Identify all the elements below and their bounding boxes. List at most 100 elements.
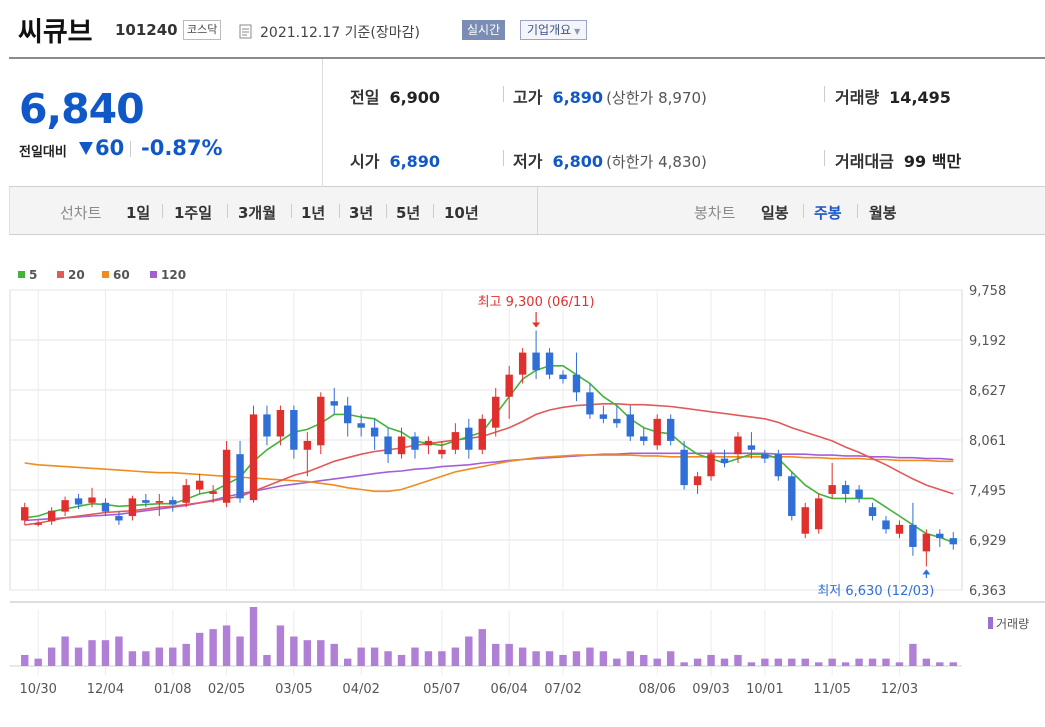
candle-body bbox=[61, 500, 69, 512]
volume-bar bbox=[343, 658, 352, 666]
volume-bar bbox=[841, 662, 850, 666]
x-tick-label: 02/05 bbox=[208, 682, 245, 697]
candle-body bbox=[720, 458, 729, 464]
volume-bar bbox=[451, 647, 460, 666]
x-tick-label: 06/04 bbox=[490, 682, 527, 697]
volume-bar bbox=[290, 636, 298, 666]
company-overview-dropdown[interactable]: 기업개요 ▼ bbox=[520, 20, 588, 40]
quote-panel: 6,840 전일대비 60 -0.87% 전일 6,900 고가 6,890 (상한가… bbox=[9, 57, 1045, 187]
candle-body bbox=[680, 449, 688, 486]
x-tick-label: 03/05 bbox=[275, 682, 312, 697]
volume-bar bbox=[101, 640, 110, 666]
prev-close: 전일 6,900 bbox=[350, 84, 440, 108]
period-1d[interactable]: 1일 bbox=[126, 204, 151, 222]
volume-bar bbox=[492, 643, 500, 666]
amount-label: 거래대금 bbox=[835, 152, 894, 171]
candle-body bbox=[47, 510, 56, 522]
volume-bar bbox=[895, 662, 904, 666]
legend-swatch bbox=[18, 271, 25, 278]
calendar-icon bbox=[239, 24, 252, 39]
candle-body bbox=[317, 396, 325, 446]
candle-body bbox=[505, 374, 513, 397]
volume-bar bbox=[74, 647, 83, 666]
low-label: 저가 bbox=[513, 152, 543, 171]
volume-bar bbox=[397, 654, 406, 666]
legend-label: 60 bbox=[113, 268, 130, 282]
candle-body bbox=[101, 502, 110, 512]
volume-bar bbox=[384, 651, 392, 666]
x-tick-label: 10/30 bbox=[19, 682, 56, 697]
candle-body bbox=[263, 414, 271, 437]
y-tick-label: 6,929 bbox=[969, 534, 1006, 549]
volume-bar bbox=[653, 658, 661, 666]
candle-daily[interactable]: 일봉 bbox=[761, 204, 789, 222]
volume-bar bbox=[249, 607, 258, 666]
candle-body bbox=[640, 436, 648, 441]
candle-body bbox=[936, 533, 944, 539]
divider bbox=[386, 204, 387, 218]
volume-bar bbox=[707, 654, 715, 666]
change-label: 전일대비 bbox=[19, 145, 67, 160]
candle-body bbox=[195, 480, 204, 490]
candle-body bbox=[249, 414, 258, 501]
ma60-line bbox=[24, 454, 954, 493]
chart-period-bar: 선차트 1일 1주일 3개월 1년 3년 5년 10년 봉차트 일봉 주봉 월봉 bbox=[9, 187, 1045, 235]
candle-body bbox=[142, 500, 150, 503]
ma5-line bbox=[24, 365, 954, 544]
y-tick-label: 9,758 bbox=[969, 284, 1006, 299]
period-10y[interactable]: 10년 bbox=[444, 204, 479, 222]
candle-body bbox=[559, 374, 567, 380]
candle-body bbox=[572, 374, 581, 393]
candle-body bbox=[155, 501, 164, 503]
x-tick-label: 08/06 bbox=[638, 682, 675, 697]
x-tick-label: 11/05 bbox=[813, 682, 850, 697]
amount-value: 99 백만 bbox=[903, 152, 962, 171]
prev-close-value: 6,900 bbox=[389, 88, 441, 107]
candle-body bbox=[761, 454, 769, 459]
candle-body bbox=[599, 414, 608, 419]
stock-name: 씨큐브 bbox=[18, 17, 93, 48]
volume-bar bbox=[747, 662, 756, 666]
candle-body bbox=[814, 498, 823, 530]
volume-bar bbox=[169, 647, 177, 666]
volume-bar bbox=[761, 658, 769, 666]
low-value: 6,800 bbox=[552, 152, 604, 171]
divider bbox=[503, 86, 504, 102]
volume-bar bbox=[613, 658, 621, 666]
legend-label: 20 bbox=[68, 268, 85, 282]
legend-label: 120 bbox=[161, 268, 186, 282]
period-1w[interactable]: 1주일 bbox=[174, 204, 213, 222]
volume-bar bbox=[518, 647, 527, 666]
candle-body bbox=[586, 392, 594, 415]
volume-bar bbox=[828, 658, 836, 666]
volume-bar bbox=[599, 651, 608, 666]
candle-weekly[interactable]: 주봉 bbox=[814, 204, 842, 222]
candle-body bbox=[411, 436, 419, 450]
period-3y[interactable]: 3년 bbox=[349, 204, 374, 222]
candle-body bbox=[492, 396, 500, 428]
x-tick-label: 10/01 bbox=[746, 682, 783, 697]
volume-bar bbox=[88, 640, 96, 666]
open-value: 6,890 bbox=[389, 152, 441, 171]
candle-body bbox=[343, 405, 352, 424]
high-annotation: 최고 9,300 (06/11) bbox=[478, 295, 595, 310]
low: 저가 6,800 (하한가 4,830) bbox=[513, 148, 707, 172]
line-chart-label: 선차트 bbox=[60, 204, 102, 222]
x-tick-label: 12/03 bbox=[881, 682, 918, 697]
volume-bar bbox=[788, 658, 796, 666]
candle-monthly[interactable]: 월봉 bbox=[869, 204, 897, 222]
legend-swatch bbox=[102, 271, 109, 278]
candle-body bbox=[693, 476, 702, 486]
period-1y[interactable]: 1년 bbox=[301, 204, 326, 222]
candle-body bbox=[774, 454, 783, 477]
volume-bar bbox=[438, 651, 446, 666]
candle-body bbox=[424, 440, 433, 446]
realtime-button[interactable]: 실시간 bbox=[462, 20, 506, 40]
volume-bar bbox=[559, 654, 567, 666]
divider bbox=[227, 204, 228, 218]
period-5y[interactable]: 5년 bbox=[396, 204, 421, 222]
volume-bar bbox=[155, 647, 164, 666]
period-3m[interactable]: 3개월 bbox=[238, 204, 277, 222]
current-price-box: 6,840 전일대비 60 -0.87% bbox=[9, 59, 323, 187]
candle-body bbox=[357, 423, 365, 428]
